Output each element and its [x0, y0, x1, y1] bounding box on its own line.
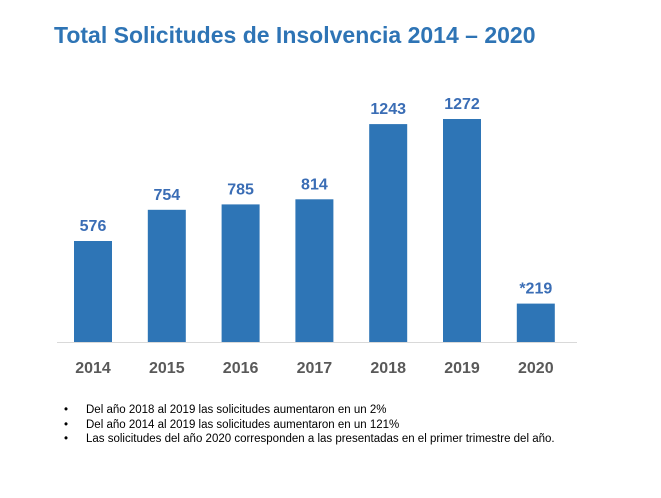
chart-title: Total Solicitudes de Insolvencia 2014 – … — [54, 22, 536, 48]
value-label-2017: 814 — [301, 176, 328, 193]
bar-2015 — [147, 209, 186, 342]
note-item: Del año 2018 al 2019 las solicitudes aum… — [62, 403, 622, 418]
bar-2014 — [74, 241, 112, 342]
category-label-2016: 2016 — [223, 360, 259, 377]
note-item: Las solicitudes del año 2020 corresponde… — [62, 432, 622, 447]
category-label-2014: 2014 — [75, 360, 111, 377]
category-label-2018: 2018 — [370, 360, 406, 377]
bar-2018 — [369, 124, 408, 342]
category-label-2020: 2020 — [518, 360, 554, 377]
category-label-2019: 2019 — [444, 360, 480, 377]
value-label-2019: 1272 — [444, 96, 480, 113]
bar-2017 — [295, 199, 334, 342]
bar-chart: 576 2014 754 2015 785 2016 814 2017 1243 2018 1272… — [57, 96, 577, 377]
bar-2020 — [516, 303, 555, 342]
bar-2019 — [443, 119, 481, 342]
value-label-2016: 785 — [227, 181, 254, 198]
category-label-2015: 2015 — [149, 360, 185, 377]
value-label-2014: 576 — [80, 218, 107, 235]
category-label-2017: 2017 — [297, 360, 333, 377]
value-label-2018: 1243 — [370, 101, 406, 118]
value-label-2015: 754 — [153, 187, 180, 204]
note-item: Del año 2014 al 2019 las solicitudes aum… — [62, 418, 622, 433]
value-label-2020: *219 — [519, 281, 552, 298]
notes-list: Del año 2018 al 2019 las solicitudes aum… — [62, 403, 622, 447]
bar-2016 — [221, 204, 260, 342]
